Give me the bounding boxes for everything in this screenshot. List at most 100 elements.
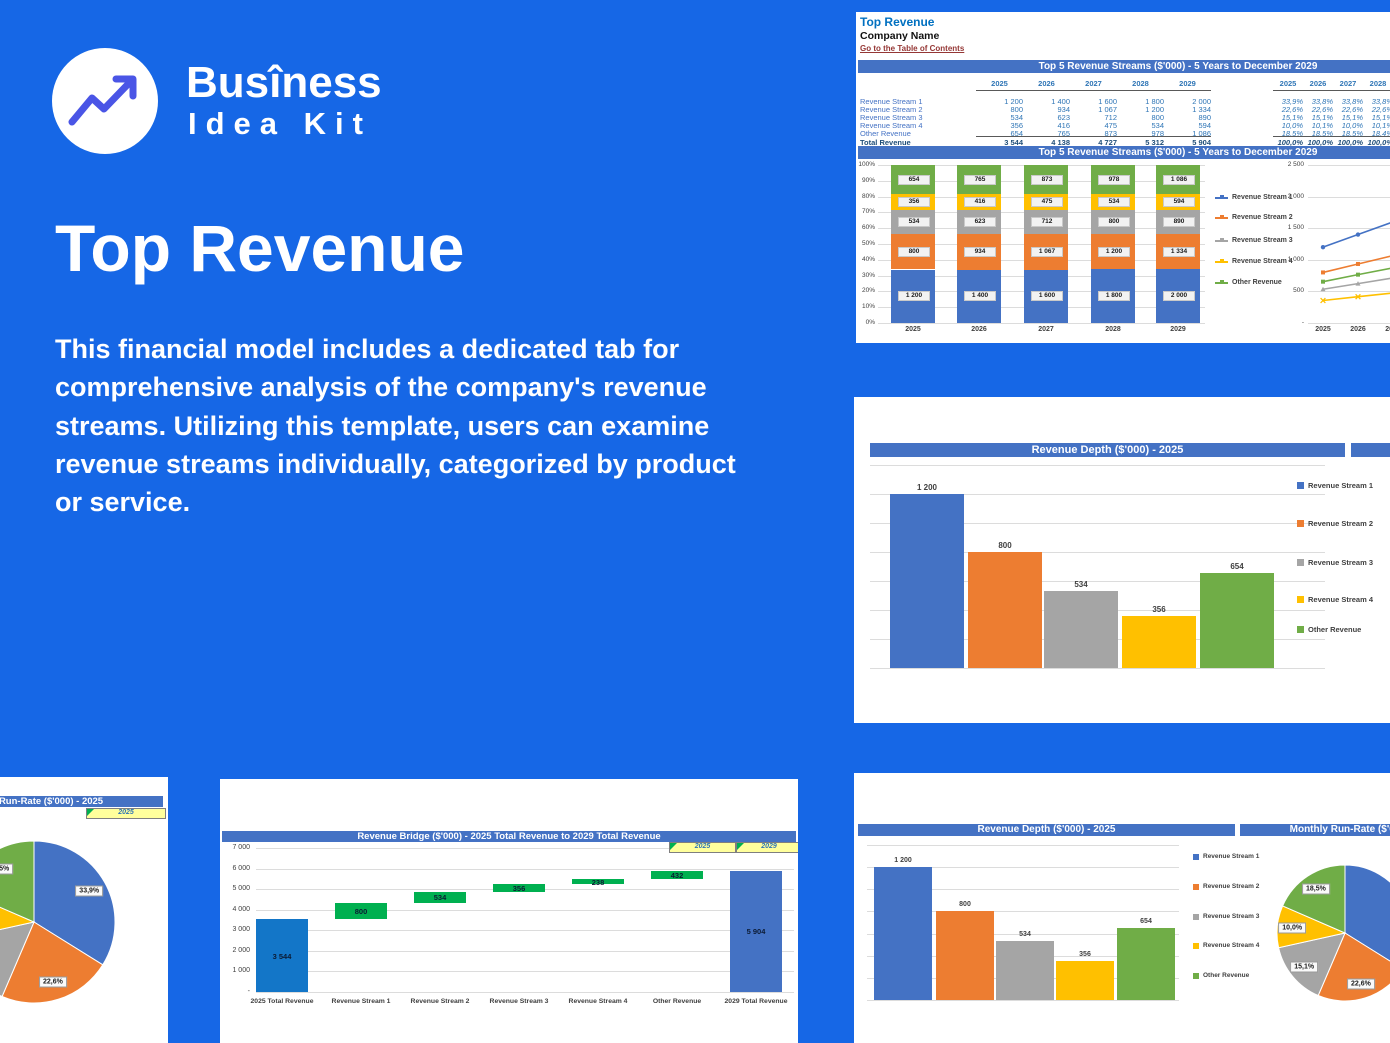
table-pct-cell: 15,1% <box>1281 113 1303 122</box>
line-x-axis-label: 2026 <box>1350 326 1366 333</box>
line-marker <box>1320 244 1326 250</box>
depth-bar-label: 1 200 <box>894 857 912 865</box>
excel-panel-depth-and-run-rate: Revenue Depth ($'000) - 2025 Monthly Run… <box>854 773 1390 1043</box>
period-selector[interactable]: 2029 <box>736 842 798 853</box>
brand-logo <box>52 48 158 154</box>
depth-bar <box>968 552 1042 668</box>
table-pct-cell: 15,1% <box>1341 113 1363 122</box>
segment-data-label: 654 <box>898 174 930 185</box>
y-axis-label: 50% <box>861 240 875 247</box>
header-underline-pct <box>1273 90 1390 91</box>
selector-corner-mark <box>670 843 677 850</box>
excel-panel-revenue-bridge: Revenue Bridge ($'000) - 2025 Total Reve… <box>220 779 798 1043</box>
excel-panel-top-revenue: Top Revenue Company Name Go to the Table… <box>856 12 1390 343</box>
table-total-cell: 5 904 <box>1192 138 1211 147</box>
line-marker <box>1355 293 1361 300</box>
run-rate-title-bar: Monthly Run-Rate ($'000) - 2025 <box>0 796 163 807</box>
table-row-label: Revenue Stream 3 <box>860 113 923 122</box>
table-total-label: Total Revenue <box>860 138 911 147</box>
run-rate-pie-chart: 33,9%22,6%15,1%10,0%18,5% <box>0 777 168 1043</box>
y-axis-label: 80% <box>861 192 875 200</box>
waterfall-bar <box>414 891 466 903</box>
page-description: This financial model includes a dedicate… <box>55 334 736 518</box>
table-pct-cell: 10,0% <box>1281 121 1303 130</box>
segment-data-label: 890 <box>1163 216 1195 227</box>
revenue-table: 2025 2026 2027 2028 2029 2025 2026 2027 2028 Reve… <box>856 12 1390 343</box>
pie-slice-4 <box>0 906 36 931</box>
waterfall-category-label: Revenue Stream 1 <box>331 998 391 1005</box>
waterfall-chart: - 1 000 2 000 3 000 4 000 5 000 6 000 7 000 3 54… <box>220 779 798 1043</box>
legend-marker-icon <box>1220 280 1224 284</box>
segment-data-label: 623 <box>964 216 996 227</box>
depth-bar <box>1056 960 1114 1000</box>
pie-canvas <box>1277 865 1390 1001</box>
waterfall-category-label: Revenue Stream 4 <box>568 998 628 1005</box>
period-selector[interactable]: 2025 <box>669 842 736 853</box>
table-pct-cell: 18,5% <box>1341 129 1363 138</box>
line-marker <box>1321 279 1325 284</box>
grid-line <box>878 323 1205 324</box>
table-pct-cell: 10,1% <box>1311 121 1333 130</box>
trend-arrow-icon <box>68 75 137 126</box>
table-pct-cell: 22,6% <box>1311 105 1333 114</box>
table-cell: 1 200 <box>1145 105 1164 114</box>
grid-line <box>256 992 794 993</box>
table-total-cell: 3 544 <box>1004 138 1023 147</box>
waterfall-bar <box>256 919 308 992</box>
excel-panel-revenue-depth: Revenue Depth ($'000) - 2025 1 200 800 534… <box>854 397 1390 723</box>
table-pct-year-header: 2025 <box>1279 79 1297 88</box>
waterfall-bar <box>493 884 545 892</box>
segment-data-label: 416 <box>964 197 996 208</box>
line-marker <box>1320 286 1326 292</box>
segment-data-label: 1 600 <box>1031 291 1063 302</box>
line-chart: - 500 1 000 1 500 2 000 2 500 2025 2026 2027 2028… <box>856 12 1390 343</box>
waterfall-category-label: Revenue Stream 2 <box>410 998 470 1005</box>
waterfall-bar-label: 432 <box>670 870 684 880</box>
depth-bar <box>996 940 1054 1000</box>
line-grid-line <box>1308 196 1390 198</box>
table-total-pct: 100,0% <box>1367 138 1390 147</box>
table-pct-cell: 33,8% <box>1341 97 1363 106</box>
table-pct-cell: 18,5% <box>1311 129 1333 138</box>
table-row-label: Revenue Stream 4 <box>860 121 923 130</box>
grid-line <box>867 867 1179 869</box>
line-y-axis-label: 2 500 <box>1287 161 1304 168</box>
legend-label: Revenue Stream 2 <box>1308 519 1374 528</box>
depth-bar <box>874 867 932 1000</box>
table-pct-cell: 33,8% <box>1371 97 1390 106</box>
table-cell: 1 800 <box>1145 97 1164 106</box>
table-pct-cell: 22,6% <box>1371 105 1390 114</box>
year-selector[interactable]: 2025 <box>86 808 166 819</box>
legend-label: Revenue Stream 4 <box>1203 942 1260 949</box>
segment-data-label: 2 000 <box>1163 291 1195 302</box>
table-total-cell: 4 138 <box>1051 138 1070 147</box>
table-pct-cell: 18,4% <box>1371 129 1390 138</box>
x-axis-label: 2029 <box>1170 326 1186 333</box>
legend-label: Revenue Stream 3 <box>1232 237 1293 244</box>
waterfall-bar <box>335 902 387 920</box>
line-grid-line <box>1308 228 1390 230</box>
grid-line <box>256 848 794 849</box>
segment-data-label: 534 <box>1098 197 1130 208</box>
table-cell: 800 <box>1151 113 1164 122</box>
table-pct-cell: 22,6% <box>1341 105 1363 114</box>
legend-label: Revenue Stream 4 <box>1232 258 1293 265</box>
legend-label: Other Revenue <box>1203 972 1250 979</box>
table-row-label: Revenue Stream 1 <box>860 97 923 106</box>
waterfall-bar-label: 238 <box>591 877 605 887</box>
segment-data-label: 356 <box>898 197 930 208</box>
waterfall-bar-label: 800 <box>354 906 368 916</box>
pie-data-label: 18,5% <box>1301 883 1330 895</box>
grid-line <box>870 465 1325 466</box>
table-pct-cell: 10,0% <box>1341 121 1363 130</box>
pie-slice-1 <box>33 841 115 966</box>
waterfall-category-label: Revenue Stream 3 <box>489 998 549 1005</box>
grid-line <box>256 868 794 870</box>
line-y-axis-label: 500 <box>1293 287 1304 295</box>
segment-data-label: 1 086 <box>1163 174 1195 185</box>
table-of-contents-link[interactable]: Go to the Table of Contents <box>860 44 965 53</box>
y-axis-label: 2 000 <box>232 946 250 954</box>
depth-bar-chart: 1 200 800 534 356 654 Revenue Stream 1 Revenue… <box>854 397 1390 723</box>
pie-data-label: 10,0% <box>1278 922 1307 934</box>
run-rate-right-title-bar: Monthly Run-Rate ($'000) - 2025 <box>1240 824 1390 836</box>
